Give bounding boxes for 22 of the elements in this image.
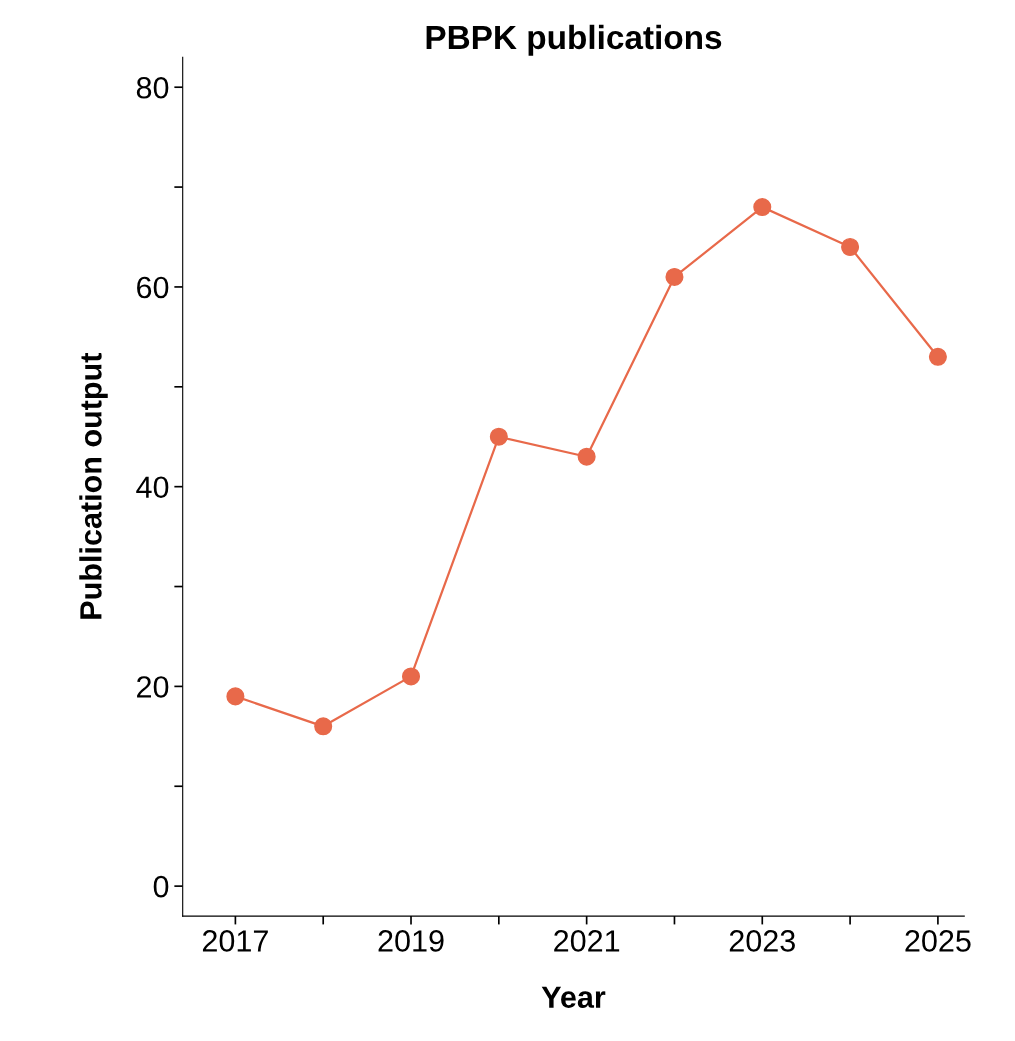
y-tick-label: 20 <box>137 676 169 698</box>
x-axis-title: Year <box>541 986 606 1008</box>
x-tick-label: 2023 <box>729 930 795 952</box>
point <box>753 198 772 217</box>
y-axis-title: Publication output <box>79 352 108 619</box>
point <box>401 667 421 686</box>
x-tick-label: 2019 <box>378 930 444 952</box>
x-tick-label: 2021 <box>554 930 620 952</box>
point <box>577 447 596 466</box>
x-tick-label: 2017 <box>202 930 268 952</box>
chart-title: PBPK publications <box>426 24 722 56</box>
point <box>314 717 333 736</box>
point <box>489 427 508 446</box>
point <box>841 237 860 257</box>
y-tick-label: 0 <box>153 875 169 898</box>
point <box>665 267 684 286</box>
y-tick-label: 40 <box>136 476 169 499</box>
x-tick-label: 2025 <box>905 930 971 952</box>
point <box>226 687 245 706</box>
y-tick-label: 60 <box>137 276 169 299</box>
point <box>928 347 947 366</box>
y-tick-label: 80 <box>136 76 169 99</box>
